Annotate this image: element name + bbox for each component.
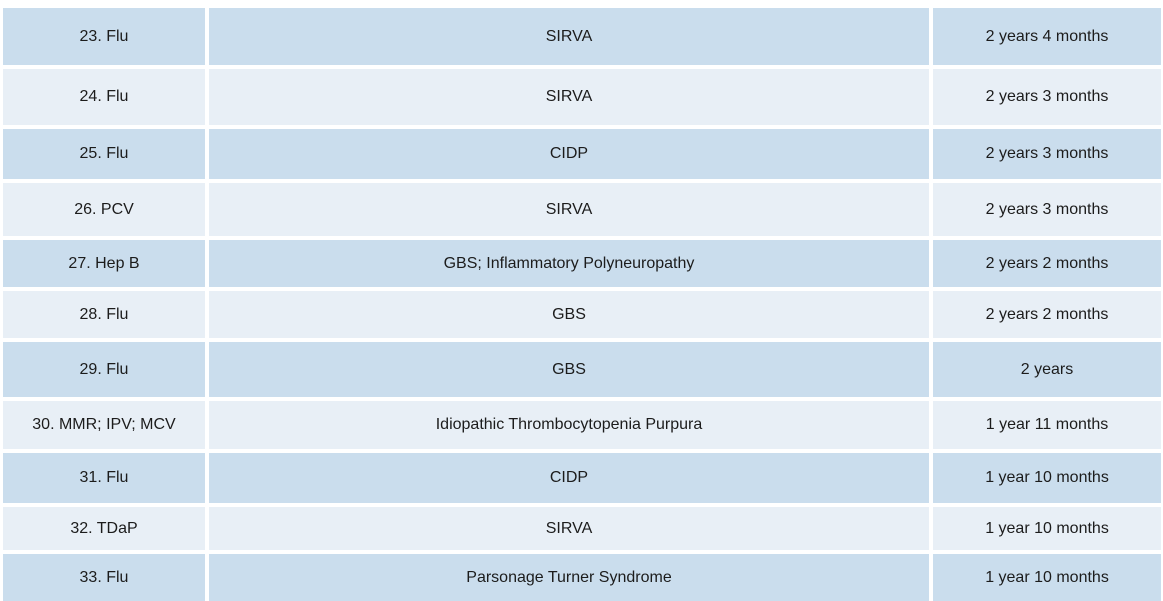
cell-condition: SIRVA	[209, 8, 929, 65]
table-row: 33. Flu Parsonage Turner Syndrome 1 year…	[3, 554, 1161, 601]
table-row: 24. Flu SIRVA 2 years 3 months	[3, 69, 1161, 125]
cell-condition: GBS; Inflammatory Polyneuropathy	[209, 240, 929, 287]
cell-vaccine: 28. Flu	[3, 291, 205, 338]
cell-condition: CIDP	[209, 453, 929, 503]
cell-condition: SIRVA	[209, 69, 929, 125]
cell-vaccine: 23. Flu	[3, 8, 205, 65]
cell-vaccine: 31. Flu	[3, 453, 205, 503]
cell-condition: Parsonage Turner Syndrome	[209, 554, 929, 601]
cell-duration: 2 years 2 months	[933, 240, 1161, 287]
cell-condition: CIDP	[209, 129, 929, 179]
cell-duration: 1 year 10 months	[933, 507, 1161, 550]
cell-vaccine: 29. Flu	[3, 342, 205, 397]
cell-duration: 2 years 3 months	[933, 69, 1161, 125]
cell-vaccine: 27. Hep B	[3, 240, 205, 287]
cell-condition: SIRVA	[209, 183, 929, 236]
table-row: 26. PCV SIRVA 2 years 3 months	[3, 183, 1161, 236]
cell-duration: 1 year 10 months	[933, 453, 1161, 503]
cell-duration: 2 years 3 months	[933, 129, 1161, 179]
cell-duration: 1 year 11 months	[933, 401, 1161, 449]
cell-duration: 2 years	[933, 342, 1161, 397]
cell-vaccine: 26. PCV	[3, 183, 205, 236]
table-row: 30. MMR; IPV; MCV Idiopathic Thrombocyto…	[3, 401, 1161, 449]
cell-condition: GBS	[209, 291, 929, 338]
cell-condition: Idiopathic Thrombocytopenia Purpura	[209, 401, 929, 449]
table-row: 29. Flu GBS 2 years	[3, 342, 1161, 397]
cell-vaccine: 24. Flu	[3, 69, 205, 125]
table-row: 31. Flu CIDP 1 year 10 months	[3, 453, 1161, 503]
cell-vaccine: 32. TDaP	[3, 507, 205, 550]
cell-vaccine: 30. MMR; IPV; MCV	[3, 401, 205, 449]
table-row: 32. TDaP SIRVA 1 year 10 months	[3, 507, 1161, 550]
cell-duration: 2 years 3 months	[933, 183, 1161, 236]
table-row: 28. Flu GBS 2 years 2 months	[3, 291, 1161, 338]
table-row: 27. Hep B GBS; Inflammatory Polyneuropat…	[3, 240, 1161, 287]
vaccine-injury-table: 23. Flu SIRVA 2 years 4 months 24. Flu S…	[3, 8, 1161, 601]
cell-condition: GBS	[209, 342, 929, 397]
cell-duration: 2 years 2 months	[933, 291, 1161, 338]
cell-vaccine: 25. Flu	[3, 129, 205, 179]
table-row: 25. Flu CIDP 2 years 3 months	[3, 129, 1161, 179]
cell-condition: SIRVA	[209, 507, 929, 550]
cell-vaccine: 33. Flu	[3, 554, 205, 601]
cell-duration: 1 year 10 months	[933, 554, 1161, 601]
table-row: 23. Flu SIRVA 2 years 4 months	[3, 8, 1161, 65]
cell-duration: 2 years 4 months	[933, 8, 1161, 65]
